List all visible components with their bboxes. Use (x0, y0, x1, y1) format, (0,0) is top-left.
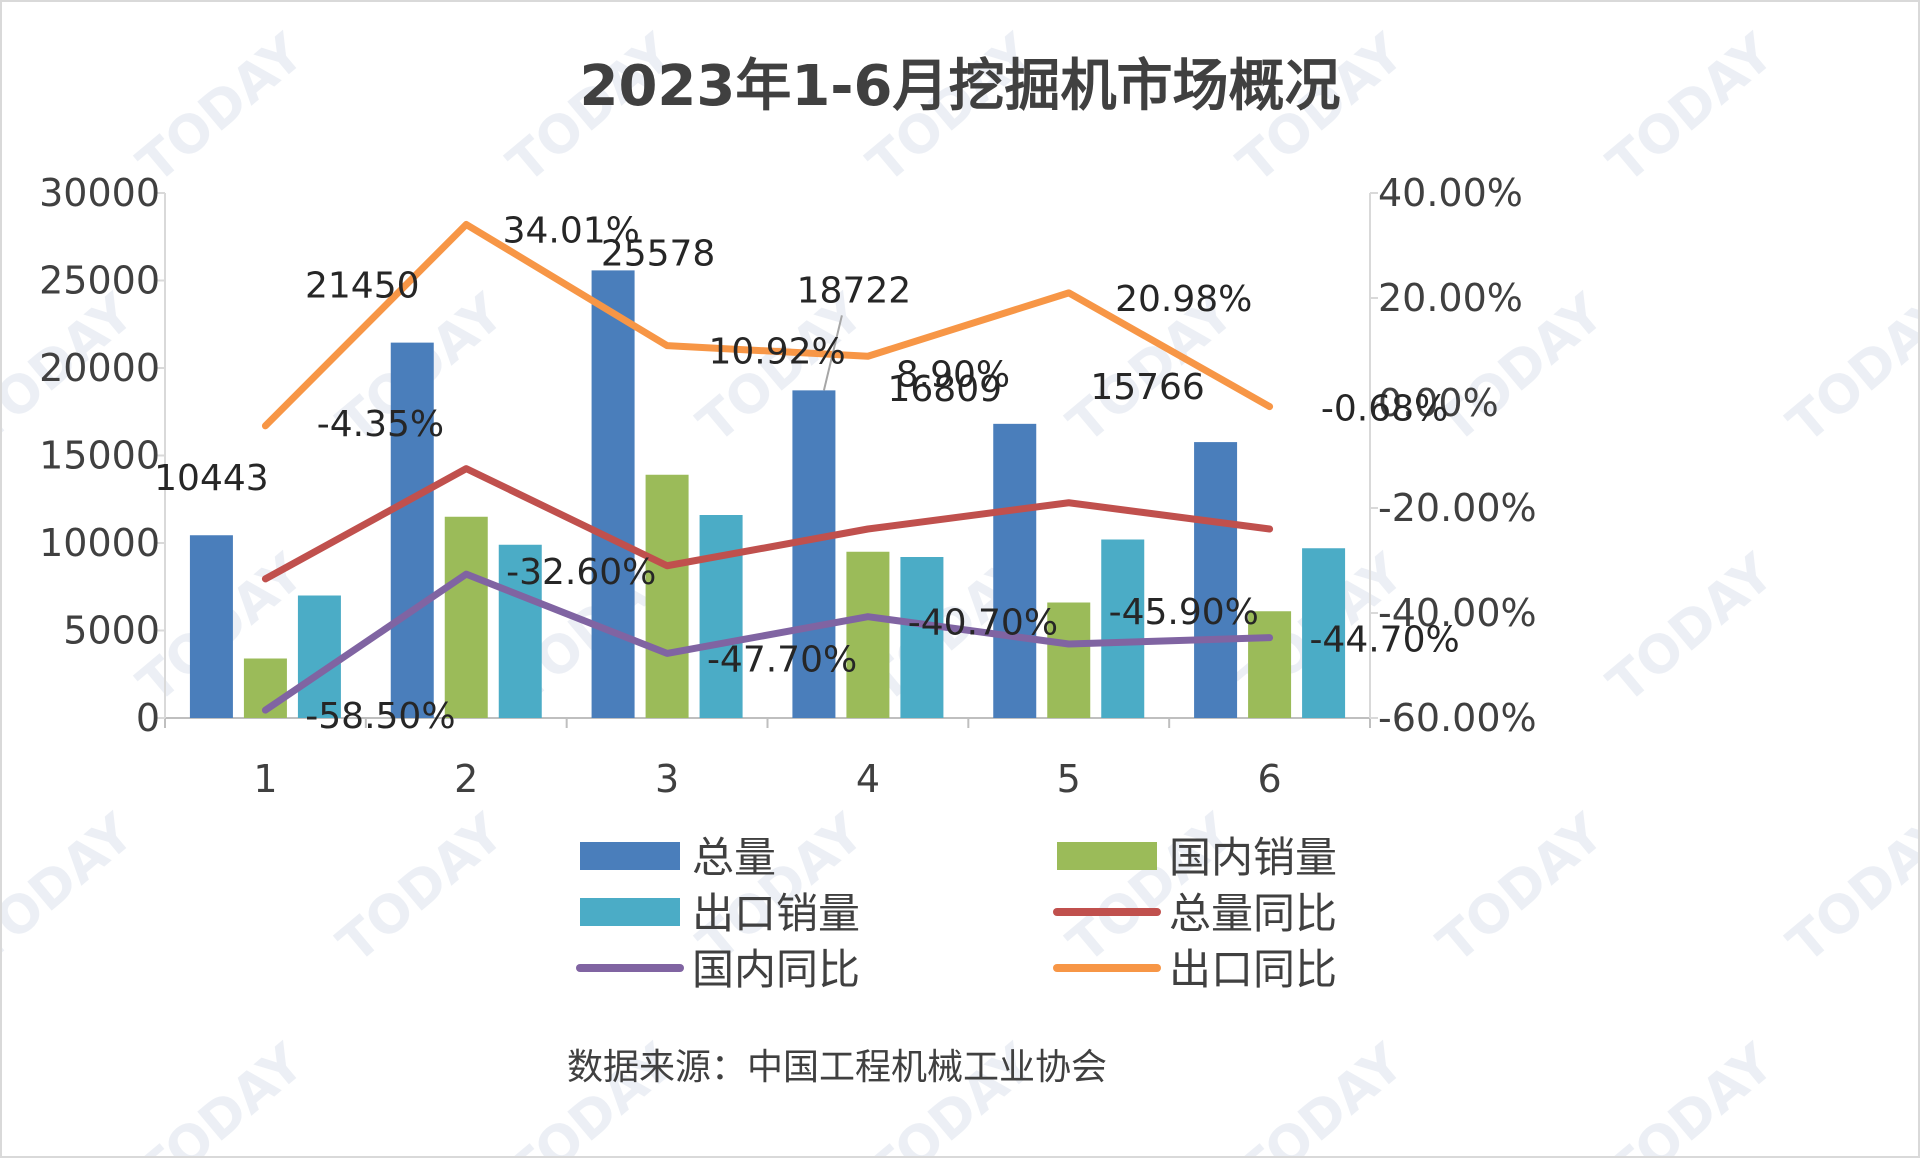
x-tick-label: 2 (454, 757, 478, 801)
bar-总量 (993, 423, 1037, 718)
line-group (261, 220, 1274, 714)
watermark-text: TODAY (1777, 802, 1918, 975)
bar-出口销量 (699, 515, 743, 718)
y-right-tick-label: -60.00% (1378, 696, 1537, 740)
export-yoy-data-label: -0.68% (1321, 389, 1448, 430)
line-总量同比 (261, 465, 1274, 583)
data-label-group: 10443 21450 25578 18722 16809 15766 -4.35% 34.0… (154, 210, 1460, 737)
bar-国内销量 (444, 516, 488, 718)
export-yoy-data-label: 20.98% (1115, 279, 1252, 320)
watermark-text: TODAY (127, 1032, 317, 1156)
source-note: 数据来源：中国工程机械工业协会 (567, 1047, 1107, 1088)
line-出口同比 (261, 220, 1274, 430)
bar-国内销量 (645, 474, 689, 718)
y-left-tick-label: 10000 (39, 521, 160, 565)
y-right-tick-label: -40.00% (1378, 591, 1537, 635)
x-tick-label: 5 (1057, 757, 1081, 801)
legend-swatch-总量 (580, 842, 680, 870)
export-yoy-data-label: 8.90% (896, 354, 1010, 395)
bar-总量 (591, 270, 635, 718)
bar-总量 (792, 390, 836, 718)
domestic-yoy-data-label: -47.70% (707, 639, 857, 680)
legend-swatch-出口销量 (580, 898, 680, 926)
y-left-tick-label: 5000 (63, 609, 160, 653)
export-yoy-data-label: 34.01% (503, 210, 640, 251)
bar-国内销量 (1248, 611, 1292, 718)
legend-label: 国内同比 (692, 945, 860, 994)
domestic-yoy-data-label: -44.70% (1309, 620, 1459, 661)
y-left-tick-label: 15000 (39, 434, 160, 478)
bar-出口销量 (1302, 548, 1346, 718)
total-data-label: 10443 (154, 458, 269, 499)
legend-label: 总量 (692, 833, 776, 882)
x-tick-label: 3 (655, 757, 679, 801)
watermark-text: TODAY (1777, 282, 1918, 455)
watermark-text: TODAY (1597, 1032, 1787, 1156)
bar-总量 (1194, 442, 1238, 718)
total-data-label: 25578 (601, 233, 716, 274)
y-left-tick-label: 25000 (39, 259, 160, 303)
watermark-text: TODAY (1227, 1032, 1417, 1156)
bar-国内销量 (846, 551, 890, 718)
bar-出口销量 (498, 544, 542, 718)
domestic-yoy-data-label: -32.60% (506, 552, 656, 593)
axes: 1 2 3 4 5 6 0 5000 10000 15000 20000 25000 30000 -60.… (39, 171, 1537, 801)
y-right-tick-label: 40.00% (1378, 171, 1523, 215)
total-data-label: 15766 (1090, 367, 1205, 408)
export-yoy-data-label: 10.92% (708, 332, 845, 373)
bar-group (189, 270, 1346, 718)
watermark-text: TODAY (127, 22, 317, 195)
y-left-tick-label: 20000 (39, 346, 160, 390)
y-right-tick-label: 20.00% (1378, 276, 1523, 320)
domestic-yoy-data-label: -58.50% (305, 696, 455, 737)
bar-总量 (189, 535, 233, 718)
legend-label: 总量同比 (1169, 889, 1337, 938)
bar-出口销量 (900, 557, 944, 718)
bar-国内销量 (1047, 602, 1091, 718)
y-left-tick-label: 0 (136, 696, 160, 740)
watermark-text: TODAY (1597, 542, 1787, 715)
legend-swatch-国内销量 (1057, 842, 1157, 870)
legend-label: 出口同比 (1169, 945, 1337, 994)
bar-出口销量 (297, 595, 341, 718)
bar-总量 (390, 342, 434, 718)
line-国内同比 (261, 570, 1274, 714)
x-tick-label: 1 (253, 757, 277, 801)
total-data-label: 16809 (887, 369, 1002, 410)
legend-label: 国内销量 (1169, 833, 1337, 882)
y-right-tick-label: 0.00% (1378, 381, 1499, 425)
watermark-text: TODAY (2, 802, 146, 975)
total-data-label: 18722 (797, 270, 912, 311)
domestic-yoy-data-label: -45.90% (1109, 592, 1259, 633)
legend-label: 出口销量 (692, 889, 860, 938)
watermark-text: TODAY (1427, 802, 1617, 975)
chart-title: 2023年1-6月挖掘机市场概况 (579, 54, 1340, 119)
export-yoy-data-label: -4.35% (317, 404, 444, 445)
x-tick-label: 4 (856, 757, 880, 801)
total-data-label: 21450 (305, 266, 420, 307)
x-tick-label: 6 (1257, 757, 1281, 801)
leader-line (822, 315, 843, 391)
bar-出口销量 (1101, 539, 1145, 718)
watermark-text: TODAY (1597, 22, 1787, 195)
y-right-tick-label: -20.00% (1378, 486, 1537, 530)
domestic-yoy-data-label: -40.70% (908, 603, 1058, 644)
watermark-text: TODAY (327, 802, 517, 975)
y-left-tick-label: 30000 (39, 171, 160, 215)
